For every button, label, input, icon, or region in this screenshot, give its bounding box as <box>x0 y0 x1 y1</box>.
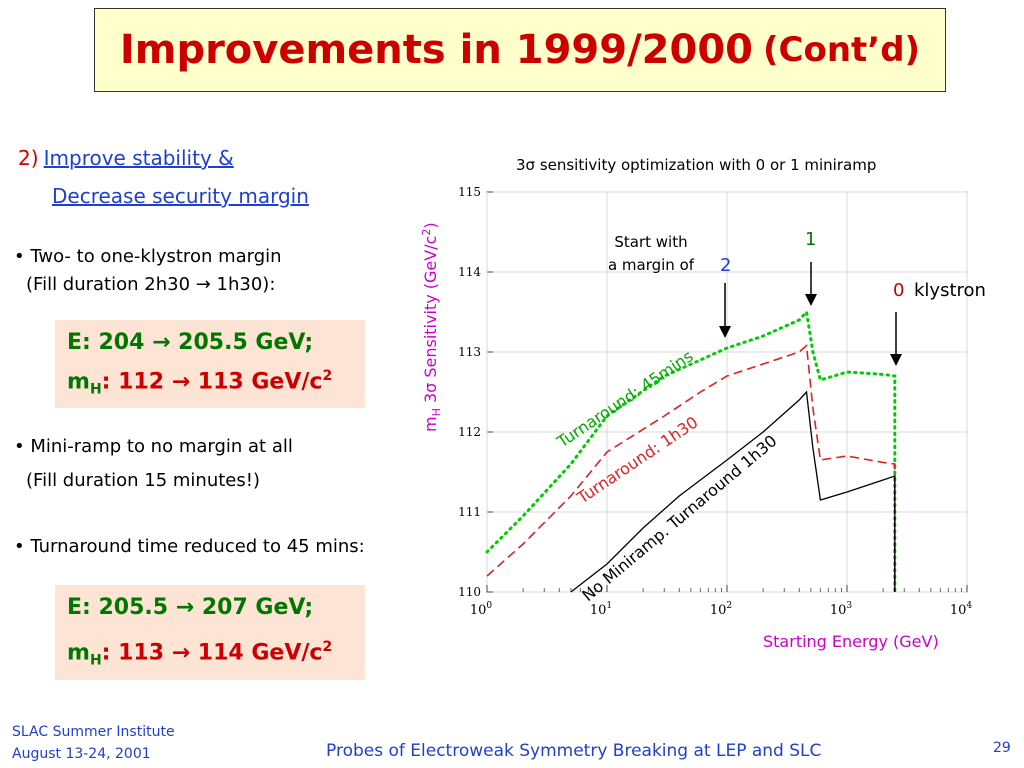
annotation-margin-of: a margin of <box>608 256 695 274</box>
series-line-3 <box>570 390 896 593</box>
bullet-3-line1: • Turnaround time reduced to 45 mins: <box>14 536 365 557</box>
series-line-2 <box>486 343 896 592</box>
footer-institute: SLAC Summer Institute <box>12 724 175 740</box>
chart-title: 3σ sensitivity optimization with 0 or 1 … <box>516 156 876 174</box>
y-tick-label: 111 <box>458 505 481 519</box>
x-tick-label: 100 <box>470 601 493 618</box>
result-box-2: E: 205.5 → 207 GeV; mH: 113 → 114 GeV/c2 <box>55 585 365 680</box>
bullet-1-line2: (Fill duration 2h30 → 1h30): <box>26 274 276 295</box>
section-number: 2) <box>18 146 39 170</box>
bullet-2-line2: (Fill duration 15 minutes!) <box>26 470 260 491</box>
y-tick-label: 115 <box>458 185 481 199</box>
y-tick-label: 114 <box>458 265 481 279</box>
annotation-klystron: klystron <box>914 280 986 301</box>
section-link-line2[interactable]: Decrease security margin <box>52 184 309 208</box>
x-axis-label: Starting Energy (GeV) <box>763 632 939 651</box>
x-tick-label: 103 <box>830 601 853 618</box>
footer-talk-title: Probes of Electroweak Symmetry Breaking … <box>326 741 822 761</box>
annotation-value-1: 1 <box>805 229 816 250</box>
annotation-start-with: Start with <box>614 233 687 251</box>
box2-energy: E: 205.5 → 207 GeV; <box>67 595 314 620</box>
series-line-1 <box>485 308 897 594</box>
slide-title: Improvements in 1999/2000 <box>119 27 753 73</box>
x-tick-label: 102 <box>710 601 732 618</box>
y-tick-label: 110 <box>458 585 481 599</box>
bullet-1-line1: • Two- to one-klystron margin <box>14 246 282 267</box>
section-link-line1[interactable]: Improve stability & <box>43 146 234 170</box>
arrow-0-head <box>890 354 902 366</box>
bullet-2-line1: • Mini-ramp to no margin at all <box>14 436 293 457</box>
result-box-1: E: 204 → 205.5 GeV; mH: 112 → 113 GeV/c2 <box>55 320 365 408</box>
title-box: Improvements in 1999/2000 (Cont’d) <box>94 8 946 92</box>
series-label-3: No Miniramp. Turnaround 1h30 <box>578 431 780 605</box>
annotation-value-0: 0 <box>893 280 904 301</box>
page-number: 29 <box>993 740 1011 756</box>
box1-energy: E: 204 → 205.5 GeV; <box>67 330 314 355</box>
box2-mass: mH: 113 → 114 GeV/c2 <box>67 639 333 669</box>
x-tick-label: 101 <box>590 601 612 618</box>
footer-dates: August 13-24, 2001 <box>12 746 151 762</box>
arrow-2-head <box>719 326 731 338</box>
annotation-value-2: 2 <box>720 255 731 276</box>
slide-title-contd: (Cont’d) <box>763 30 921 70</box>
y-axis-label: mH 3σ Sensitivity (GeV/c2) <box>420 222 443 432</box>
section-heading: 2) Improve stability & <box>18 146 234 170</box>
box1-mass: mH: 112 → 113 GeV/c2 <box>67 368 333 398</box>
x-tick-label: 104 <box>950 601 973 618</box>
arrow-1-head <box>805 294 817 306</box>
y-tick-label: 112 <box>458 425 481 439</box>
y-tick-label: 113 <box>458 345 481 359</box>
